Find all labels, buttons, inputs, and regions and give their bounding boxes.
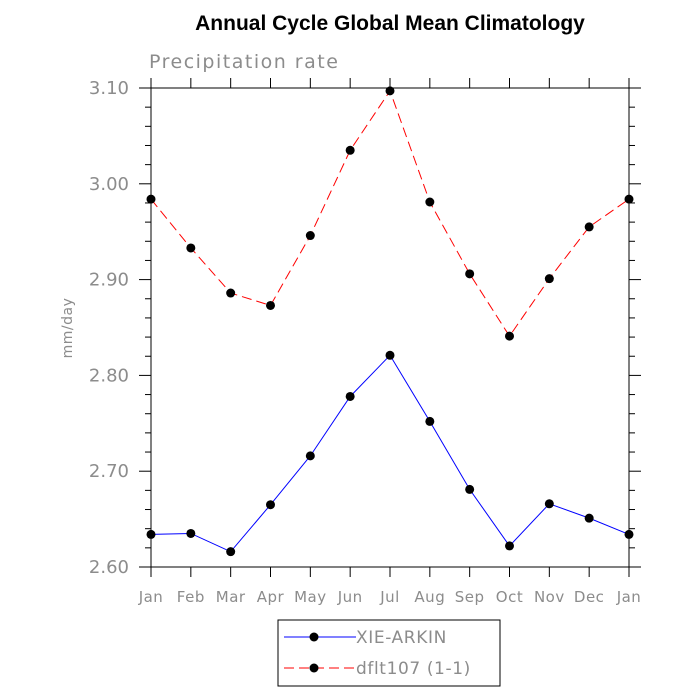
data-point bbox=[305, 451, 315, 461]
y-tick-label: 2.90 bbox=[89, 270, 129, 291]
y-tick-label: 3.00 bbox=[89, 174, 129, 195]
legend-label: XIE-ARKIN bbox=[356, 628, 447, 648]
legend-marker bbox=[309, 632, 319, 642]
data-point bbox=[624, 529, 634, 539]
legend: XIE-ARKIN dflt107 (1-1) bbox=[277, 619, 501, 687]
data-point bbox=[505, 541, 514, 551]
data-point bbox=[345, 391, 355, 401]
x-tick-label: Apr bbox=[257, 588, 285, 606]
x-tick-label: Oct bbox=[496, 588, 523, 606]
x-tick-label: Aug bbox=[414, 588, 445, 606]
data-point bbox=[186, 243, 196, 253]
data-point bbox=[385, 350, 395, 360]
x-tick-label: Dec bbox=[574, 588, 605, 606]
legend-label: dflt107 (1-1) bbox=[356, 659, 471, 679]
y-tick-label: 2.80 bbox=[89, 365, 129, 386]
data-point bbox=[584, 513, 594, 523]
data-point bbox=[544, 274, 554, 284]
chart-title: Annual Cycle Global Mean Climatology bbox=[195, 12, 585, 35]
y-tick-label: 3.10 bbox=[89, 78, 129, 99]
data-point bbox=[226, 547, 236, 557]
plot-frame bbox=[150, 87, 630, 568]
data-point bbox=[505, 331, 514, 341]
data-point bbox=[266, 500, 275, 510]
plot-area: 2.60 2.70 2.80 2.90 3.00 3.10 Jan Feb Mar Apr May J… bbox=[89, 78, 641, 606]
data-point bbox=[425, 416, 435, 426]
y-axis-label: mm/day bbox=[60, 298, 76, 359]
x-tick-label: Nov bbox=[534, 588, 565, 606]
data-point bbox=[584, 222, 594, 232]
x-tick-label: Jan bbox=[616, 588, 642, 606]
data-point bbox=[624, 194, 634, 204]
x-tick-label: Jan bbox=[138, 588, 164, 606]
x-tick-label: May bbox=[294, 588, 327, 606]
data-point bbox=[544, 499, 554, 509]
y-tick-label: 2.60 bbox=[89, 557, 129, 578]
chart-subtitle: Precipitation rate bbox=[149, 51, 339, 73]
series-line bbox=[150, 354, 630, 553]
data-point bbox=[146, 529, 156, 539]
data-point bbox=[266, 300, 275, 310]
data-point bbox=[385, 86, 395, 96]
x-tick-label: Feb bbox=[177, 588, 205, 606]
data-point bbox=[465, 484, 475, 494]
x-tick-label: Jul bbox=[379, 588, 400, 606]
data-point bbox=[425, 197, 435, 207]
y-tick-label: 2.70 bbox=[89, 461, 129, 482]
x-tick-label: Mar bbox=[216, 588, 246, 606]
x-tick-label: Sep bbox=[455, 588, 485, 606]
data-point bbox=[465, 269, 475, 279]
legend-marker bbox=[309, 663, 319, 673]
x-tick-label: Jun bbox=[337, 588, 363, 606]
data-point bbox=[186, 528, 196, 538]
data-point bbox=[305, 231, 315, 241]
data-point bbox=[226, 288, 236, 298]
legend-box bbox=[277, 619, 501, 687]
data-point bbox=[146, 194, 156, 204]
data-point bbox=[345, 145, 355, 155]
series-line bbox=[150, 89, 630, 338]
